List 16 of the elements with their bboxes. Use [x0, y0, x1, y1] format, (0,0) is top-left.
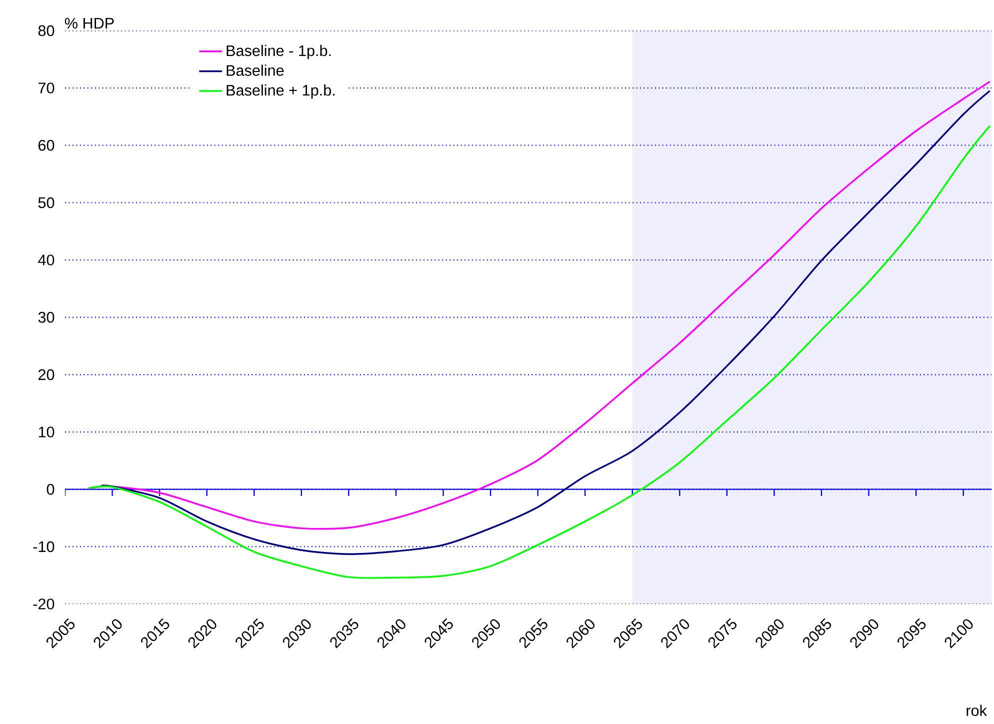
y-tick-label: 20 [38, 369, 54, 380]
y-tick-label: 50 [38, 197, 54, 208]
y-tick-label: 70 [38, 82, 54, 94]
y-axis-title: % HDP [64, 18, 114, 29]
x-axis-title: rok [966, 704, 987, 716]
y-tick-label: 30 [38, 312, 54, 323]
y-tick-label: 60 [38, 140, 54, 151]
legend-label: Baseline [226, 64, 284, 76]
legend-label: Baseline - 1p.b. [226, 44, 331, 60]
y-tick-label: 40 [38, 254, 54, 266]
y-tick-label: -10 [33, 541, 54, 552]
y-tick-label: -20 [33, 598, 54, 610]
legend-label: Baseline + 1p.b. [226, 84, 334, 99]
y-tick-label: 10 [38, 426, 54, 438]
y-tick-label: 0 [46, 484, 54, 495]
y-tick-label: 80 [38, 25, 54, 36]
